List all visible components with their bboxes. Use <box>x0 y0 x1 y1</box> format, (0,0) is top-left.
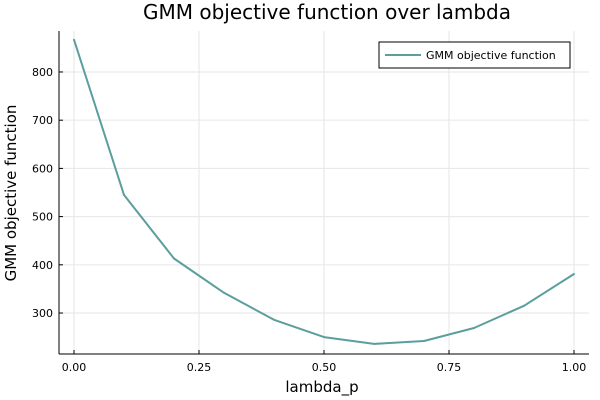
y-tick-label: 800 <box>32 66 53 79</box>
grid <box>59 31 589 354</box>
data-point <box>223 291 225 294</box>
x-ticks: 0.00 0.25 0.50 0.75 1.00 <box>62 350 587 374</box>
data-point <box>323 336 325 339</box>
x-axis-label: lambda_p <box>285 378 358 397</box>
x-tick-label: 0.75 <box>437 361 462 374</box>
data-point <box>73 38 75 41</box>
data-point <box>173 257 175 260</box>
y-tick-label: 300 <box>32 307 53 320</box>
y-axis-label: GMM objective function <box>2 105 20 282</box>
y-tick-label: 500 <box>32 211 53 224</box>
y-tick-label: 600 <box>32 162 53 175</box>
data-point <box>523 304 525 307</box>
x-tick-label: 0.25 <box>187 361 212 374</box>
y-ticks: 300 400 500 600 700 800 <box>32 66 63 320</box>
y-tick-label: 700 <box>32 114 53 127</box>
x-tick-label: 0.50 <box>312 361 337 374</box>
data-point <box>273 318 275 321</box>
data-point <box>373 342 375 345</box>
series-group <box>73 38 575 345</box>
legend: GMM objective function <box>378 41 571 69</box>
data-point <box>123 193 125 196</box>
legend-label: GMM objective function <box>426 49 556 62</box>
x-tick-label: 0.00 <box>62 361 87 374</box>
chart-title: GMM objective function over lambda <box>143 0 511 24</box>
y-tick-label: 400 <box>32 259 53 272</box>
data-point <box>473 327 475 329</box>
data-point <box>423 340 425 342</box>
data-point <box>573 273 575 275</box>
x-tick-label: 1.00 <box>562 361 587 374</box>
